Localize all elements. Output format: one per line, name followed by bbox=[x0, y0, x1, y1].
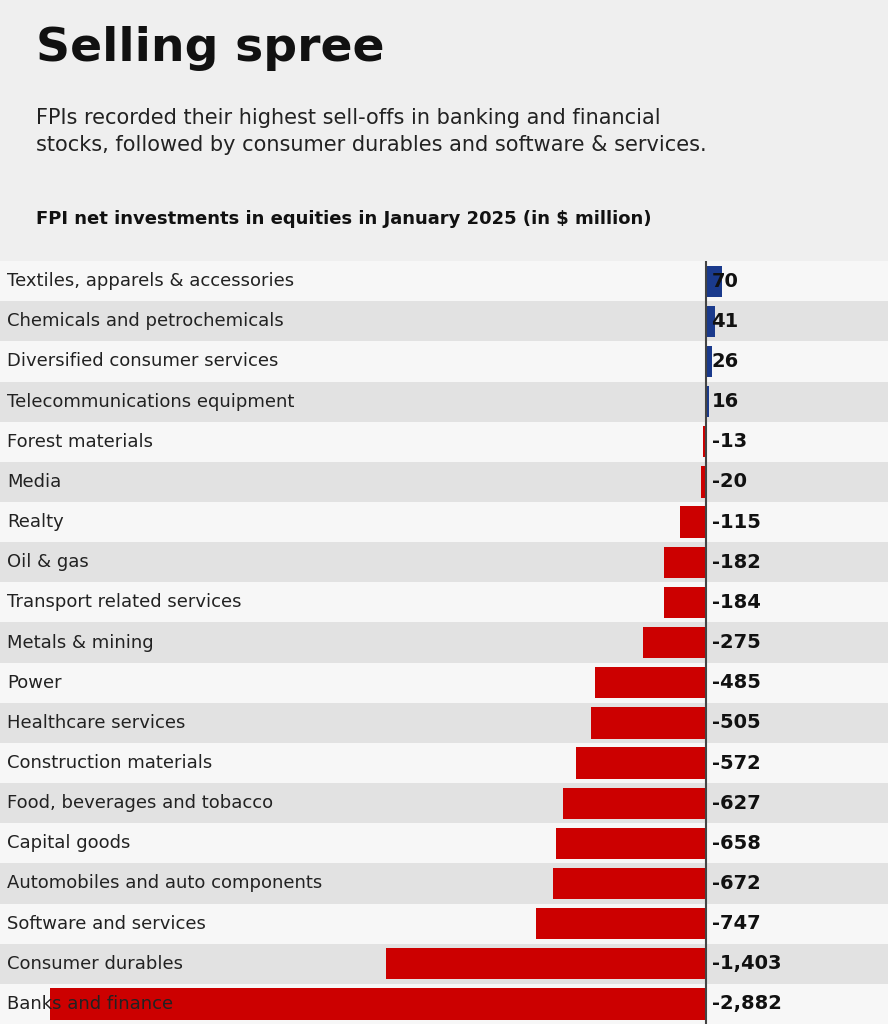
Text: -485: -485 bbox=[711, 673, 760, 692]
Bar bbox=[596, 667, 706, 698]
Text: -115: -115 bbox=[711, 513, 760, 531]
Text: -2,882: -2,882 bbox=[711, 994, 781, 1014]
Text: Textiles, apparels & accessories: Textiles, apparels & accessories bbox=[7, 272, 294, 290]
Text: Realty: Realty bbox=[7, 513, 64, 531]
Bar bbox=[706, 306, 715, 337]
Bar bbox=[553, 867, 706, 899]
Bar bbox=[0, 382, 888, 422]
Bar bbox=[0, 502, 888, 542]
Bar bbox=[556, 827, 706, 859]
Bar bbox=[0, 663, 888, 702]
Bar bbox=[0, 944, 888, 984]
Bar bbox=[664, 547, 706, 578]
Text: -747: -747 bbox=[711, 914, 760, 933]
Text: Consumer durables: Consumer durables bbox=[7, 954, 183, 973]
Text: FPI net investments in equities in January 2025 (in $ million): FPI net investments in equities in Janua… bbox=[36, 210, 651, 228]
Bar bbox=[0, 623, 888, 663]
Bar bbox=[0, 422, 888, 462]
Bar bbox=[0, 702, 888, 743]
Bar bbox=[0, 583, 888, 623]
Bar bbox=[0, 823, 888, 863]
Text: Selling spree: Selling spree bbox=[36, 26, 384, 71]
Text: -275: -275 bbox=[711, 633, 760, 652]
Bar bbox=[0, 903, 888, 944]
Bar bbox=[0, 261, 888, 301]
Text: -20: -20 bbox=[711, 472, 747, 492]
Bar bbox=[679, 507, 706, 538]
Text: Forest materials: Forest materials bbox=[7, 433, 153, 451]
Text: -627: -627 bbox=[711, 794, 760, 813]
Text: 26: 26 bbox=[711, 352, 739, 371]
Text: Banks and finance: Banks and finance bbox=[7, 995, 173, 1013]
Text: -672: -672 bbox=[711, 873, 760, 893]
Text: 70: 70 bbox=[711, 271, 739, 291]
Text: Oil & gas: Oil & gas bbox=[7, 553, 89, 571]
Text: -184: -184 bbox=[711, 593, 760, 612]
Text: Media: Media bbox=[7, 473, 61, 490]
Text: Power: Power bbox=[7, 674, 61, 691]
Bar bbox=[591, 708, 706, 738]
Bar bbox=[664, 587, 706, 618]
Text: FPIs recorded their highest sell-offs in banking and financial
stocks, followed : FPIs recorded their highest sell-offs in… bbox=[36, 108, 706, 155]
Text: Software and services: Software and services bbox=[7, 914, 206, 933]
Bar bbox=[0, 341, 888, 382]
Text: Capital goods: Capital goods bbox=[7, 835, 131, 852]
Bar bbox=[643, 627, 706, 658]
Bar bbox=[563, 787, 706, 819]
Text: -658: -658 bbox=[711, 834, 760, 853]
Bar bbox=[706, 265, 722, 297]
Text: -1,403: -1,403 bbox=[711, 954, 781, 973]
Text: 41: 41 bbox=[711, 312, 739, 331]
Text: Food, beverages and tobacco: Food, beverages and tobacco bbox=[7, 795, 273, 812]
Text: 16: 16 bbox=[711, 392, 739, 412]
Bar bbox=[386, 948, 706, 979]
Text: Telecommunications equipment: Telecommunications equipment bbox=[7, 392, 294, 411]
Bar bbox=[535, 908, 706, 939]
Bar bbox=[0, 542, 888, 583]
Text: Healthcare services: Healthcare services bbox=[7, 714, 186, 732]
Bar bbox=[0, 301, 888, 341]
Bar bbox=[0, 863, 888, 903]
Text: Metals & mining: Metals & mining bbox=[7, 634, 154, 651]
Text: -13: -13 bbox=[711, 432, 747, 452]
Bar bbox=[702, 466, 706, 498]
Text: Automobiles and auto components: Automobiles and auto components bbox=[7, 874, 322, 893]
Bar bbox=[0, 743, 888, 783]
Bar bbox=[706, 386, 710, 418]
Text: Transport related services: Transport related services bbox=[7, 594, 242, 611]
Bar bbox=[50, 988, 706, 1020]
Bar bbox=[0, 984, 888, 1024]
Text: -505: -505 bbox=[711, 714, 760, 732]
Bar bbox=[575, 748, 706, 778]
Bar bbox=[706, 346, 712, 377]
Text: -182: -182 bbox=[711, 553, 760, 571]
Bar bbox=[0, 783, 888, 823]
Text: Construction materials: Construction materials bbox=[7, 754, 212, 772]
Text: -572: -572 bbox=[711, 754, 760, 772]
Bar bbox=[0, 462, 888, 502]
Bar bbox=[703, 426, 706, 458]
Text: Chemicals and petrochemicals: Chemicals and petrochemicals bbox=[7, 312, 283, 331]
Text: Diversified consumer services: Diversified consumer services bbox=[7, 352, 278, 371]
